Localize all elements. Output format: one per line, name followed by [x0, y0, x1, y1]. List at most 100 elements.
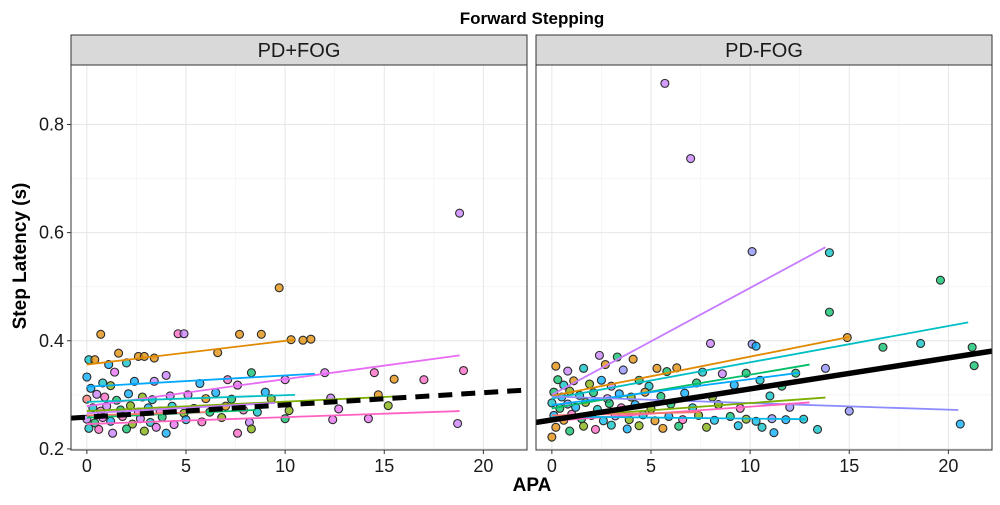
data-point — [459, 365, 469, 376]
data-point — [280, 414, 290, 424]
data-point — [628, 354, 638, 364]
data-point — [674, 421, 684, 431]
data-point — [121, 424, 132, 434]
subject-fit-line — [86, 372, 315, 388]
data-point — [82, 372, 92, 382]
data-point — [306, 334, 316, 344]
data-point — [969, 361, 979, 371]
x-tick-label: 5 — [646, 456, 656, 476]
subject-fit-line — [86, 402, 276, 415]
facet-strip — [70, 34, 528, 66]
data-point — [606, 420, 616, 430]
data-point — [179, 329, 189, 339]
data-point — [733, 421, 743, 431]
subject-fit-line — [86, 395, 395, 412]
data-point — [161, 370, 171, 380]
y-tick-label: 0.6 — [39, 223, 64, 243]
data-point — [217, 413, 227, 423]
data-point — [594, 350, 604, 360]
x-tick-label: 0 — [82, 456, 92, 476]
data-point — [149, 376, 159, 386]
facet-panel-pd-fog-neg: PD-FOG 0 5 10 15 20 — [535, 34, 993, 476]
x-tick-label: 0 — [547, 456, 557, 476]
data-point — [622, 424, 632, 434]
data-point — [151, 422, 161, 432]
subject-fit-line — [551, 336, 850, 397]
data-point — [967, 342, 977, 352]
data-point — [453, 418, 463, 429]
overall-fit-line — [71, 387, 527, 421]
data-point — [419, 375, 429, 385]
data-point — [553, 375, 563, 385]
data-point — [916, 338, 926, 349]
data-point — [596, 375, 606, 385]
data-point — [551, 361, 561, 371]
data-point — [108, 428, 118, 438]
data-point — [658, 423, 668, 433]
y-tick-label: 0.8 — [39, 114, 64, 134]
data-point — [274, 283, 284, 293]
subject-fit-line — [551, 321, 969, 400]
subject-fit-line — [551, 363, 810, 410]
data-point — [96, 329, 106, 339]
data-point — [824, 248, 834, 258]
data-point — [751, 341, 761, 351]
data-point — [246, 424, 256, 434]
chart-title: Forward Stepping — [460, 9, 605, 28]
data-point — [455, 208, 465, 218]
x-tick-label: 10 — [275, 456, 295, 476]
data-point — [686, 153, 696, 164]
subject-fit-line — [551, 415, 806, 421]
data-point — [547, 432, 557, 442]
subject-fit-line — [551, 371, 800, 407]
data-point — [955, 419, 965, 429]
data-point — [334, 404, 344, 414]
data-point — [123, 389, 134, 399]
data-point — [660, 78, 670, 88]
data-point — [94, 424, 104, 435]
data-point — [284, 405, 294, 416]
data-point — [565, 426, 575, 436]
data-point — [604, 398, 614, 409]
panel-data — [536, 78, 992, 442]
x-tick-label: 20 — [938, 456, 958, 476]
data-point — [824, 307, 834, 317]
subject-fit-line — [86, 410, 460, 425]
data-point — [139, 426, 149, 436]
data-point — [328, 415, 338, 425]
data-point — [757, 422, 767, 432]
data-point — [389, 374, 399, 384]
data-point — [705, 338, 716, 349]
data-point — [878, 342, 888, 352]
overall-fit-line — [536, 348, 992, 426]
data-point — [110, 367, 120, 377]
facet-panel-pd-fog-pos: PD+FOG 0 5 10 15 20 — [70, 34, 528, 476]
data-point — [579, 421, 589, 431]
data-point — [298, 335, 308, 345]
data-point — [369, 368, 379, 378]
data-point — [584, 379, 595, 389]
y-tick-label: 0.2 — [39, 439, 64, 459]
facet-strip-label: PD+FOG — [258, 40, 341, 62]
y-tick-label: 0.4 — [39, 331, 64, 351]
data-point — [935, 275, 946, 285]
data-point — [820, 363, 831, 373]
x-tick-label: 15 — [839, 456, 859, 476]
facets-layer: 0.2 0.4 0.6 0.8 PD+FOG 0 5 10 15 20 PD-FOG 0 5 10 15 20 — [39, 34, 993, 476]
data-point — [363, 414, 373, 424]
x-tick-label: 10 — [740, 456, 760, 476]
data-point — [765, 391, 775, 401]
data-point — [590, 424, 601, 435]
data-point — [701, 422, 712, 432]
data-point — [652, 363, 662, 373]
data-point — [579, 363, 589, 373]
facet-strip — [535, 34, 993, 66]
panel-background — [71, 65, 527, 450]
subject-fit-line — [86, 393, 296, 403]
panel-background — [536, 65, 992, 450]
data-point — [232, 428, 243, 438]
subject-fit-line — [551, 246, 826, 396]
data-point — [139, 351, 149, 362]
